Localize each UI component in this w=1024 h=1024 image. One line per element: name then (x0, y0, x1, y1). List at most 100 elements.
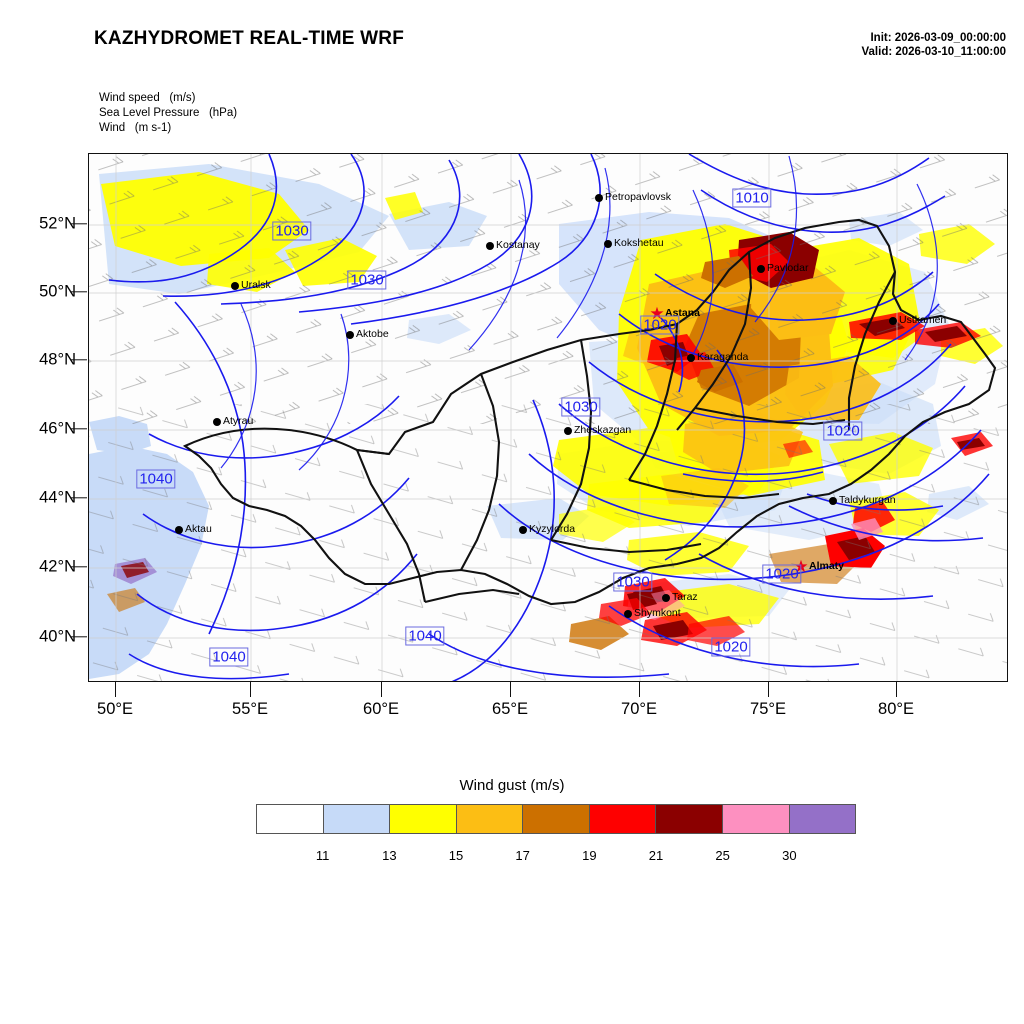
colorbar-segment (257, 805, 324, 833)
longitude-tick-mark (510, 682, 512, 697)
city-label: Almaty (809, 560, 845, 572)
colorbar-segment (523, 805, 590, 833)
latitude-tick-label: 42°N (39, 557, 76, 576)
latitude-tick-mark (70, 291, 87, 293)
city-label: Zheskazgan (574, 424, 632, 436)
colorbar-segment (390, 805, 457, 833)
city-label: Petropavlovsk (605, 191, 671, 203)
longitude-tick-label: 75°E (750, 700, 786, 718)
city-label: Uralsk (241, 279, 271, 291)
city-label: Kyzylorda (529, 523, 576, 535)
city-dot-icon (687, 354, 695, 362)
isobar-label: 1040 (209, 647, 249, 667)
colorbar-tick-label: 11 (315, 848, 330, 863)
city-dot-icon (564, 427, 572, 435)
city-label: Pavlodar (767, 262, 809, 274)
latitude-tick-label: 44°N (39, 488, 76, 507)
longitude-tick-label: 80°E (878, 700, 914, 718)
city-label: Taldykurgan (839, 494, 896, 506)
city-dot-icon (595, 194, 603, 202)
isobar-label: 1020 (711, 637, 751, 657)
city-dot-icon (519, 526, 527, 534)
city-dot-icon (231, 282, 239, 290)
isobar-label: 1030 (272, 221, 312, 241)
isobar-label: 1020 (640, 315, 680, 335)
city-dot-icon (175, 526, 183, 534)
longitude-tick-label: 70°E (621, 700, 657, 718)
longitude-tick-mark (381, 682, 383, 697)
city-label: Karaganda (697, 351, 749, 363)
city-label: Atyrau (223, 415, 254, 427)
city-dot-icon (757, 265, 765, 273)
longitude-tick-label: 60°E (363, 700, 399, 718)
isobar-label: 1030 (561, 397, 601, 417)
latitude-tick-label: 50°N (39, 282, 76, 301)
latitude-tick-label: 46°N (39, 419, 76, 438)
latitude-tick-mark (70, 636, 87, 638)
latitude-tick-mark (70, 428, 87, 430)
run-timestamps: Init: 2026-03-09_00:00:00 Valid: 2026-03… (862, 31, 1007, 59)
colorbar-tick-label: 15 (448, 848, 464, 863)
city-label: Kostanay (496, 239, 540, 251)
isobar-label: 1010 (732, 188, 772, 208)
longitude-tick-label: 55°E (232, 700, 268, 718)
longitude-tick-mark (115, 682, 117, 697)
init-time: Init: 2026-03-09_00:00:00 (870, 32, 1006, 44)
longitude-tick-label: 65°E (492, 700, 528, 718)
map-plot-area[interactable]: Uralsk Aktobe Kostanay Petropavlovsk Kokshet… (88, 153, 1008, 682)
colorbar-tick-label: 19 (582, 848, 597, 863)
colorbar-segment (789, 805, 856, 833)
colorbar-tick-label: 17 (515, 848, 530, 863)
isobar-label: 1040 (136, 469, 176, 489)
colorbar-segment (456, 805, 524, 833)
city-label: Taraz (672, 591, 698, 603)
city-label: Aktobe (356, 328, 389, 340)
city-dot-icon (604, 240, 612, 248)
city-dot-icon (889, 317, 897, 325)
valid-time: Valid: 2026-03-10_11:00:00 (861, 46, 1007, 58)
latitude-tick-mark (70, 223, 87, 225)
colorbar-tick-label: 25 (715, 848, 730, 863)
capital-star-icon: ★ (649, 304, 665, 323)
colorbar-tick-label: 21 (648, 848, 664, 863)
city-label: Ustkamen (899, 314, 947, 326)
city-label: Aktau (185, 523, 212, 535)
city-dot-icon (486, 242, 494, 250)
latitude-tick-label: 52°N (39, 214, 76, 233)
longitude-tick-label: 50°E (97, 700, 133, 718)
city-dot-icon (662, 594, 670, 602)
colorbar-segment (589, 805, 657, 833)
map-graphics (89, 154, 1007, 681)
longitude-tick-mark (768, 682, 770, 697)
latitude-tick-mark (70, 497, 87, 499)
isobar-label: 1020 (762, 564, 802, 584)
city-label: Shymkont (634, 607, 681, 619)
city-dot-icon (829, 497, 837, 505)
colorbar-segment (656, 805, 723, 833)
latitude-tick-label: 48°N (39, 350, 76, 369)
city-dot-icon (346, 331, 354, 339)
latitude-axis: 52°N 50°N 48°N 46°N 44°N 42°N 40°N (0, 0, 87, 1024)
city-dot-icon (624, 610, 632, 618)
longitude-tick-mark (639, 682, 641, 697)
colorbar-title: Wind gust (m/s) (459, 777, 565, 794)
colorbar-tick-label: 13 (382, 848, 397, 863)
colorbar-segment (722, 805, 790, 833)
latitude-tick-mark (70, 359, 87, 361)
longitude-tick-mark (250, 682, 252, 697)
city-dot-icon (213, 418, 221, 426)
isobar-label: 1030 (347, 270, 387, 290)
isobar-label: 1020 (823, 421, 863, 441)
city-label: Kokshetau (614, 237, 664, 249)
isobar-label: 1040 (405, 626, 445, 646)
colorbar[interactable] (256, 804, 856, 834)
colorbar-segment (323, 805, 391, 833)
latitude-tick-label: 40°N (39, 627, 76, 646)
variable-list: Wind speed (m/s) Sea Level Pressure (hPa… (99, 92, 238, 135)
page-title: KAZHYDROMET REAL-TIME WRF (94, 28, 405, 49)
longitude-tick-mark (896, 682, 898, 697)
colorbar-tick-label: 30 (782, 848, 797, 863)
isobar-label: 1030 (613, 572, 653, 592)
latitude-tick-mark (70, 566, 87, 568)
